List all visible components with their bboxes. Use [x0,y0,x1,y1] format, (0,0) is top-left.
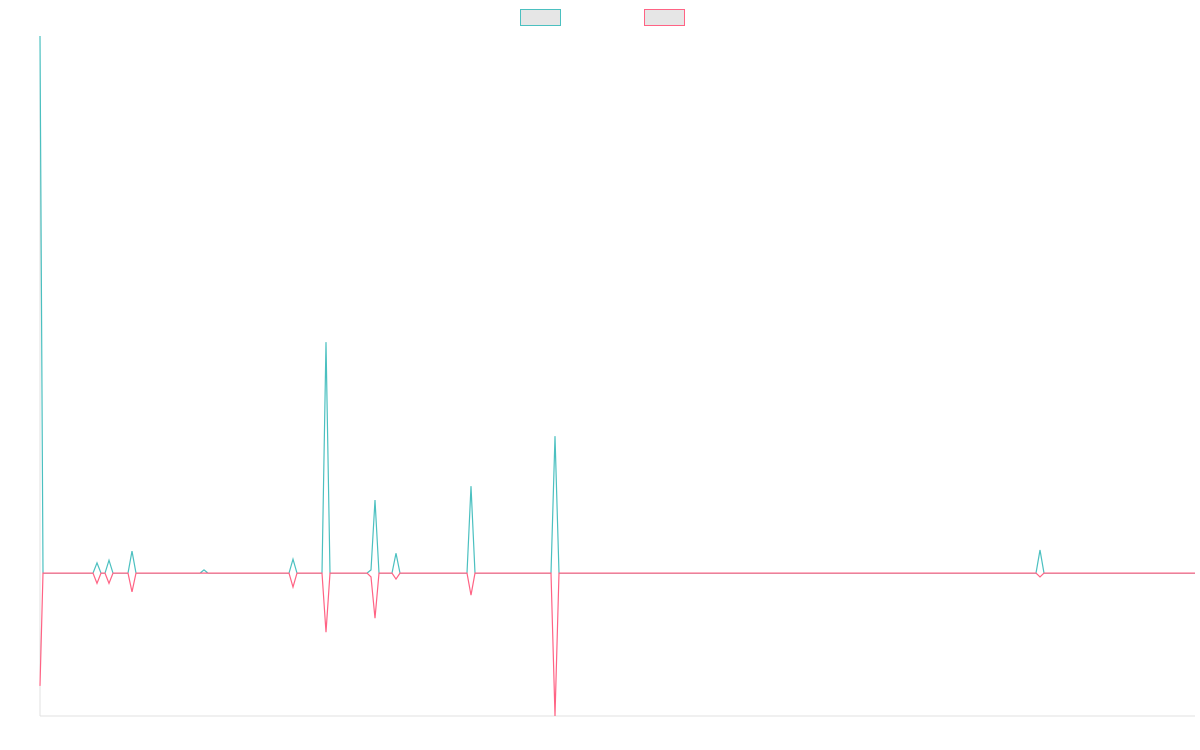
legend-swatch[interactable] [644,9,685,26]
series-line [39,572,1195,717]
legend-swatch[interactable] [520,9,561,26]
series-line [39,35,1195,574]
